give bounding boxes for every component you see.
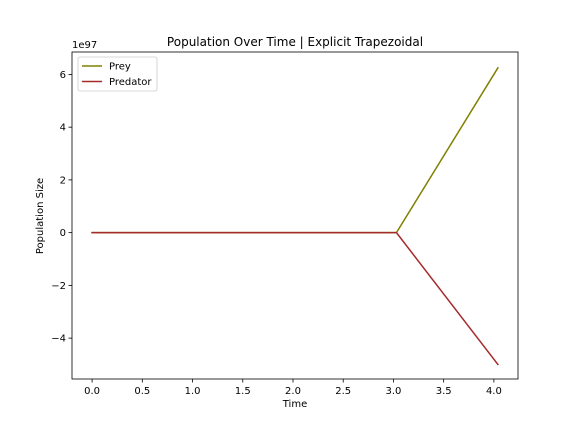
legend: Prey Predator xyxy=(77,56,158,92)
y-tick-label: −2 xyxy=(51,281,66,292)
legend-label-prey: Prey xyxy=(109,62,131,73)
chart-title: Population Over Time | Explicit Trapezoi… xyxy=(167,35,423,49)
y-tick-label: −4 xyxy=(51,334,66,345)
y-tick-label: 0 xyxy=(60,228,66,239)
x-tick-label: 1.0 xyxy=(185,386,201,397)
y-tick-label: 2 xyxy=(60,175,66,186)
x-axis-ticks: 0.0 0.5 1.0 1.5 2.0 2.5 3.0 3.5 4.0 xyxy=(84,379,502,397)
x-tick-label: 0.5 xyxy=(134,386,150,397)
legend-label-predator: Predator xyxy=(109,77,152,88)
series-layer xyxy=(91,66,499,366)
x-tick-label: 0.0 xyxy=(84,386,100,397)
x-tick-label: 3.0 xyxy=(385,386,401,397)
x-tick-label: 3.5 xyxy=(436,386,452,397)
x-tick-label: 4.0 xyxy=(486,386,502,397)
y-tick-label: 4 xyxy=(60,123,66,134)
y-axis-ticks: −4 −2 0 2 4 6 xyxy=(51,70,72,345)
y-axis-label: Population Size xyxy=(35,178,46,254)
x-tick-label: 2.5 xyxy=(335,386,351,397)
series-line-predator xyxy=(91,231,499,366)
y-offset-label: 1e97 xyxy=(72,40,97,51)
x-tick-label: 2.0 xyxy=(285,386,301,397)
x-axis-label: Time xyxy=(282,399,307,410)
x-tick-label: 1.5 xyxy=(235,386,251,397)
plot-frame xyxy=(71,51,519,380)
y-tick-label: 6 xyxy=(60,70,66,81)
